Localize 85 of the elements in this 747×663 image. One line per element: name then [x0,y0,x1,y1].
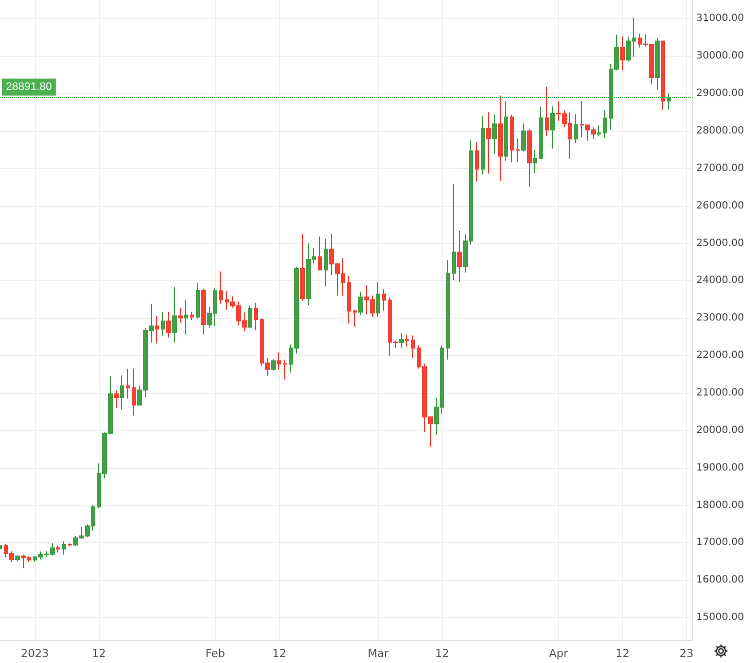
candlestick [15,554,20,562]
y-tick-label: 31000.00 [696,13,744,24]
y-tick-label: 19000.00 [696,462,744,474]
candlestick [271,358,276,372]
candlestick [539,106,543,160]
candlestick [545,86,549,136]
candlestick [603,110,607,139]
candlestick [516,138,520,162]
y-tick-label: 18000.00 [696,500,744,511]
candlestick [178,308,183,324]
x-tick-label: 12 [615,647,630,660]
candlestick [358,291,363,316]
candlestick [457,230,462,282]
candlestick [411,334,415,359]
candlestick [172,286,177,343]
candlestick [184,300,188,336]
candlestick [155,315,159,344]
candlestick [504,100,508,162]
candlestick [56,545,60,553]
y-tick-label: 22000.00 [696,350,744,362]
candlestick [481,116,485,175]
y-tick-label: 20000.00 [696,424,744,436]
ref-line-label: 28891.80 [6,81,52,94]
candlestick [597,124,601,136]
candlestick [353,309,357,328]
x-tick-label: 12 [272,647,286,660]
candlestick [655,37,660,90]
candlestick [62,540,66,556]
candlestick [283,359,287,380]
candlestick [219,270,223,304]
candlestick [161,311,165,336]
y-tick-label: 29000.00 [696,88,744,100]
candlestick [452,184,456,280]
candlestick [574,114,578,144]
candlestick [324,238,328,287]
y-tick-label: 16000.00 [696,574,744,586]
candlestick [527,128,532,188]
x-tick-label: 12 [435,647,450,660]
candlestick [190,311,194,320]
candlestick [521,123,526,152]
y-tick-label: 30000.00 [696,50,744,62]
y-tick-label: 24000.00 [696,275,744,286]
candlestick [166,311,171,338]
x-tick-label: 23 [679,647,694,660]
candlestick [475,142,479,182]
candlestick [667,92,671,110]
candlestick [254,302,258,331]
candlestick [376,281,380,318]
y-tick-label: 28000.00 [696,125,744,136]
candlestick [120,374,124,410]
y-tick-label: 23000.00 [696,312,744,324]
candlestick [510,114,514,163]
candlestick [550,106,555,150]
x-tick-label: Feb [206,647,225,660]
candlestick [248,304,252,328]
candlestick [405,334,409,348]
y-tick-label: 15000.00 [696,612,744,624]
y-tick-label: 17000.00 [696,537,744,548]
candlestick [132,368,136,416]
candlestick [347,275,351,324]
candlestick [300,233,305,302]
x-tick-label: 2023 [20,647,49,660]
candlestick [114,390,119,408]
candlestick [201,288,206,336]
candlestick [533,149,537,174]
candlestick [126,368,130,400]
candlestick [399,332,404,348]
candlestick [661,40,665,110]
candlestick [492,114,497,154]
candlestick [68,542,72,547]
candlestick [446,260,450,360]
candlestick [486,112,491,174]
candlestick [277,352,281,370]
y-tick-label: 27000.00 [696,162,744,174]
candlestick [196,282,200,320]
y-tick-label: 26000.00 [696,200,744,212]
y-tick-label: 25000.00 [696,238,744,249]
x-tick-label: Mar [368,647,389,660]
candlestick [498,94,503,182]
candlestick [620,36,625,71]
x-tick-label: 12 [92,647,106,660]
y-tick-label: 21000.00 [696,387,744,398]
candlestick [318,236,322,271]
x-tick-label: Apr [548,647,568,660]
candlestick [382,288,386,312]
